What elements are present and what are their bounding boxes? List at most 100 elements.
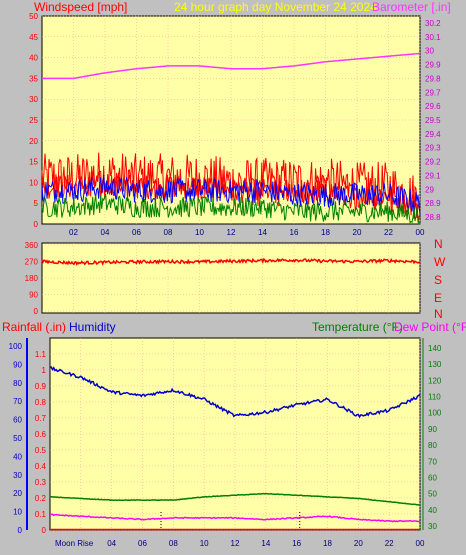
humidity-tick-label: 10	[13, 508, 22, 517]
humidity-axis-label: Humidity	[69, 320, 116, 334]
rain-tick-label: 0.6	[35, 430, 47, 439]
dir-tick-label: 360	[25, 241, 39, 250]
baro-tick-label: 29.3	[425, 144, 441, 153]
temperature-line	[49, 492, 421, 506]
top-x-tick-label: 18	[321, 228, 330, 237]
rain-tick-label: 0	[42, 526, 47, 535]
temp-tick-label: 50	[428, 490, 437, 499]
bottom-x-tick-label: 10	[200, 539, 209, 548]
humidity-tick-label: 70	[13, 397, 22, 406]
bottom-x-tick-label: 18	[323, 539, 332, 548]
wind-tick-label: 5	[34, 199, 39, 208]
dir-label-w: W	[434, 255, 446, 269]
humidity-tick-label: 30	[13, 471, 22, 480]
moon-rise-label: Moon Rise	[55, 539, 94, 548]
rain-tick-label: 0.1	[35, 510, 47, 519]
baro-tick-label: 29.8	[425, 74, 441, 83]
top-x-tick-label: 00	[416, 228, 425, 237]
baro-tick-label: 29	[425, 185, 434, 194]
bottom-x-tick-label: 16	[292, 539, 301, 548]
temp-tick-label: 130	[428, 360, 442, 369]
baro-tick-label: 29.7	[425, 88, 441, 97]
dir-tick-label: 90	[29, 291, 38, 300]
barometer-line	[42, 52, 421, 80]
wind-tick-label: 50	[29, 12, 38, 21]
baro-tick-label: 29.6	[425, 102, 441, 111]
humidity-tick-label: 100	[9, 342, 23, 351]
rain-tick-label: 0.2	[35, 494, 47, 503]
baro-tick-label: 30	[425, 47, 434, 56]
baro-tick-label: 29.2	[425, 158, 441, 167]
dir-tick-label: 0	[34, 307, 39, 316]
windspeed-axis-label: Windspeed [mph]	[34, 0, 127, 14]
wind-tick-label: 40	[29, 54, 38, 63]
temp-tick-label: 30	[428, 522, 437, 531]
dir-label-n-bottom: N	[434, 307, 443, 321]
top-x-tick-label: 16	[290, 228, 299, 237]
wind-tick-label: 30	[29, 95, 38, 104]
top-x-tick-label: 20	[353, 228, 362, 237]
temp-tick-label: 120	[428, 376, 442, 385]
temp-tick-label: 60	[428, 473, 437, 482]
humidity-tick-label: 90	[13, 360, 22, 369]
baro-tick-label: 28.8	[425, 213, 441, 222]
wind-tick-label: 10	[29, 178, 38, 187]
humidity-tick-label: 60	[13, 416, 22, 425]
bottom-x-tick-label: 12	[231, 539, 240, 548]
temp-tick-label: 90	[428, 425, 437, 434]
baro-tick-label: 29.1	[425, 171, 441, 180]
dewpoint-axis-label: Dew Point (°F)	[394, 320, 466, 334]
dewpoint-line	[49, 513, 421, 523]
temp-tick-label: 80	[428, 441, 437, 450]
bottom-x-tick-label: 08	[169, 539, 178, 548]
humidity-tick-label: 40	[13, 452, 22, 461]
wind-tick-label: 25	[29, 116, 38, 125]
baro-tick-label: 29.4	[425, 130, 441, 139]
bottom-x-tick-label: 06	[138, 539, 147, 548]
wind-tick-label: 15	[29, 158, 38, 167]
baro-tick-label: 29.5	[425, 116, 441, 125]
wind-tick-label: 20	[29, 137, 38, 146]
top-x-tick-label: 02	[69, 228, 78, 237]
temperature-axis-label: Temperature (°F)	[312, 320, 403, 334]
rain-tick-label: 0.4	[35, 462, 47, 471]
temp-tick-label: 70	[428, 457, 437, 466]
temp-tick-label: 40	[428, 506, 437, 515]
top-x-tick-label: 14	[258, 228, 267, 237]
top-x-tick-label: 12	[227, 228, 236, 237]
rain-tick-label: 1.1	[35, 350, 47, 359]
temp-tick-label: 110	[428, 393, 441, 402]
wind-tick-label: 0	[34, 220, 39, 229]
baro-tick-label: 30.2	[425, 19, 441, 28]
windspeed-low-line	[41, 193, 421, 225]
top-x-tick-label: 10	[195, 228, 204, 237]
dir-label-e: E	[434, 291, 442, 305]
humidity-tick-label: 50	[13, 434, 22, 443]
rain-tick-label: 0.3	[35, 478, 47, 487]
rain-tick-label: 1	[42, 366, 47, 375]
bottom-x-tick-label: 22	[385, 539, 394, 548]
top-x-tick-label: 06	[132, 228, 141, 237]
dir-label-n-top: N	[434, 237, 443, 251]
rain-tick-label: 0.5	[35, 446, 47, 455]
temp-tick-label: 100	[428, 409, 442, 418]
rainfall-axis-label: Rainfall (.in)	[2, 320, 66, 334]
top-x-tick-label: 22	[384, 228, 393, 237]
bottom-x-tick-label: 04	[107, 539, 116, 548]
dir-tick-label: 180	[25, 274, 39, 283]
humidity-tick-label: 0	[18, 526, 23, 535]
rain-tick-label: 0.7	[35, 414, 47, 423]
top-x-tick-label: 04	[101, 228, 110, 237]
barometer-axis-label: Barometer [.in]	[372, 0, 451, 14]
graph-title: 24 hour graph day November 24 2024	[174, 0, 377, 14]
humidity-tick-label: 20	[13, 489, 22, 498]
dir-tick-label: 270	[25, 258, 39, 267]
windspeed-mid-line	[41, 174, 421, 216]
bottom-x-tick-label: 14	[261, 539, 270, 548]
temp-tick-label: 140	[428, 344, 442, 353]
humidity-line	[49, 366, 421, 419]
rain-tick-label: 0.9	[35, 382, 47, 391]
wind-tick-label: 35	[29, 74, 38, 83]
